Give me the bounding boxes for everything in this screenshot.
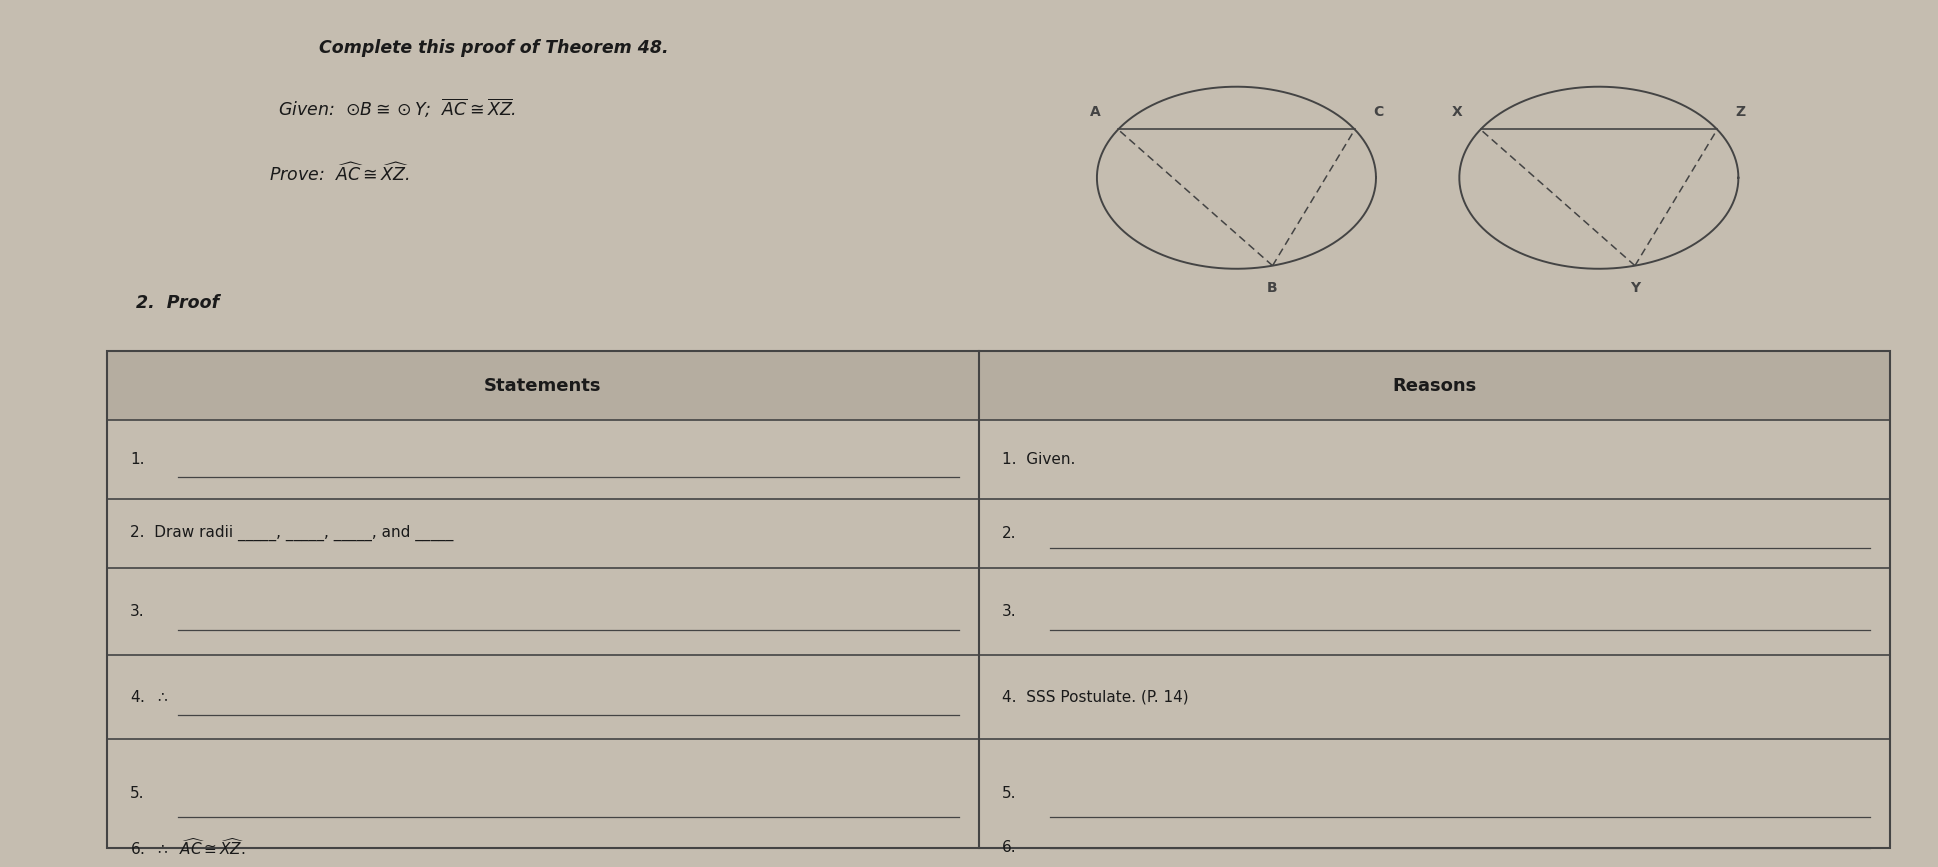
Text: Statements: Statements [484,377,601,394]
Text: 2.: 2. [1002,525,1016,541]
Text: 6.: 6. [1002,840,1017,856]
Text: Given:  $\odot B \cong \odot Y$;  $\overline{AC} \cong \overline{XZ}$.: Given: $\odot B \cong \odot Y$; $\overli… [279,97,516,120]
Text: 6.  $\therefore$  $\widehat{AC} \cong \widehat{XZ}$.: 6. $\therefore$ $\widehat{AC} \cong \wid… [130,838,246,858]
Text: 4.  SSS Postulate. (P. 14): 4. SSS Postulate. (P. 14) [1002,689,1188,704]
Text: 4.  $\therefore$: 4. $\therefore$ [130,688,169,705]
Bar [107,351,1890,848]
Text: 2.  Draw radii _____, _____, _____, and _____: 2. Draw radii _____, _____, _____, and _… [130,525,453,541]
Text: Prove:  $\widehat{AC} \cong \widehat{XZ}$.: Prove: $\widehat{AC} \cong \widehat{XZ}$… [269,162,409,185]
Text: 5.: 5. [130,786,143,801]
Text: X: X [1452,105,1463,119]
Text: Complete this proof of Theorem 48.: Complete this proof of Theorem 48. [320,39,669,56]
Text: B: B [1267,281,1277,296]
Text: 1.: 1. [130,452,143,467]
Bar [107,351,1890,420]
Text: 2.  Proof: 2. Proof [136,295,219,312]
Text: Reasons: Reasons [1391,377,1477,394]
Text: 3.: 3. [1002,603,1017,619]
Text: 3.: 3. [130,603,145,619]
Text: Y: Y [1630,281,1640,296]
Text: C: C [1372,105,1384,119]
Text: 5.: 5. [1002,786,1016,801]
Text: Z: Z [1735,105,1746,119]
Text: 1.  Given.: 1. Given. [1002,452,1076,467]
Text: A: A [1089,105,1101,119]
